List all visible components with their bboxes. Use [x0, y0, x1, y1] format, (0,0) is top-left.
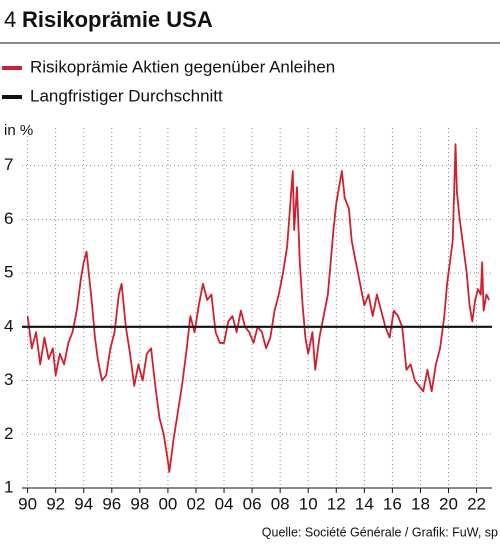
- x-tick-label: 96: [102, 494, 121, 513]
- y-tick-label: 6: [4, 209, 13, 228]
- x-tick-label: 14: [355, 494, 374, 513]
- x-tick-label: 94: [74, 494, 93, 513]
- x-tick-label: 00: [158, 494, 177, 513]
- y-tick-label: 2: [4, 424, 13, 443]
- chart-title: Risikoprämie USA: [22, 7, 213, 32]
- x-tick-label: 90: [18, 494, 37, 513]
- legend-label: Risikoprämie Aktien gegenüber Anleihen: [30, 57, 335, 76]
- x-tick-label: 18: [411, 494, 430, 513]
- x-tick-label: 12: [327, 494, 346, 513]
- legend-label: Langfristiger Durchschnitt: [30, 86, 223, 105]
- y-tick-label: 5: [4, 263, 13, 282]
- y-tick-label: 4: [4, 316, 13, 335]
- source: Quelle: Société Générale / Grafik: FuW, …: [262, 525, 498, 539]
- x-tick-label: 98: [130, 494, 149, 513]
- x-tick-label: 06: [243, 494, 262, 513]
- chart-number: 4: [4, 7, 16, 32]
- x-tick-label: 22: [467, 494, 486, 513]
- y-tick-label: 7: [4, 155, 13, 174]
- y-tick-label: 3: [4, 370, 13, 389]
- y-axis-label: in %: [4, 122, 33, 139]
- y-tick-label: 1: [4, 477, 13, 496]
- x-tick-label: 08: [271, 494, 290, 513]
- series-line: [26, 143, 490, 473]
- x-tick-label: 02: [187, 494, 206, 513]
- x-tick-label: 10: [299, 494, 318, 513]
- x-tick-label: 16: [383, 494, 402, 513]
- x-tick-label: 92: [46, 494, 65, 513]
- x-tick-label: 20: [439, 494, 458, 513]
- x-tick-label: 04: [215, 494, 234, 513]
